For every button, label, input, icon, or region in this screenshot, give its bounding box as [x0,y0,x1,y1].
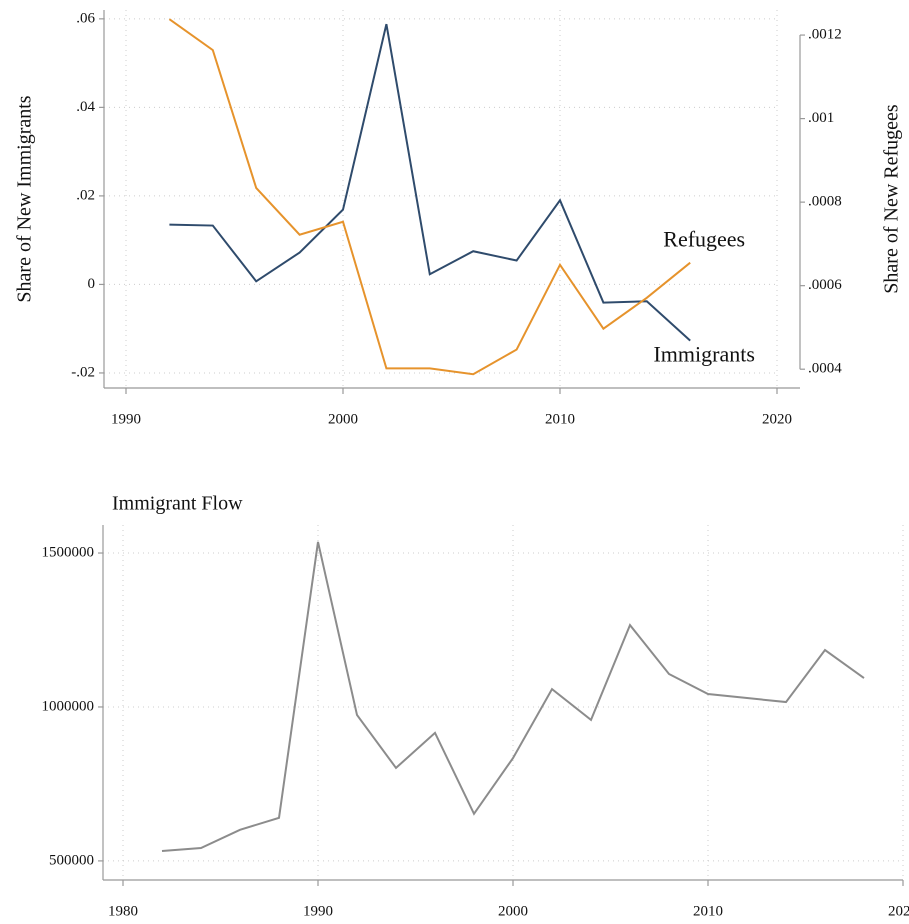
y2-axis-title: Share of New Refugees [881,104,903,294]
y-tick-label: 1500000 [42,544,95,560]
y-tick-label: -.02 [71,364,95,380]
x-tick-label: 2020 [888,903,909,919]
series-label: Immigrants [653,342,754,367]
x-tick-label: 2010 [545,411,575,427]
x-tick-label: 2000 [328,411,358,427]
series-line [168,18,691,376]
y-tick-label: 1000000 [42,698,95,714]
series-label: Refugees [663,227,745,252]
chart-title: Immigrant Flow [112,493,243,515]
y-tick-label: .06 [76,10,95,26]
y2-tick-label: .0006 [808,277,842,293]
y-tick-label: 500000 [49,852,94,868]
x-tick-label: 2010 [693,903,723,919]
y-tick-label: .04 [76,99,95,115]
x-tick-label: 1980 [108,903,138,919]
data-line [161,541,865,853]
series-line [169,23,691,342]
y-tick-label: 0 [88,276,96,292]
y2-tick-label: .001 [808,110,834,126]
x-tick-label: 2000 [498,903,528,919]
x-tick-label: 2020 [762,411,792,427]
y2-tick-label: .0004 [808,361,842,377]
x-tick-label: 1990 [111,411,141,427]
y2-tick-label: .0008 [808,194,842,210]
y-tick-label: .02 [76,187,95,203]
y2-tick-label: .0012 [808,26,842,42]
x-tick-label: 1990 [303,903,333,919]
y-axis-title: Share of New Immigrants [14,95,36,302]
